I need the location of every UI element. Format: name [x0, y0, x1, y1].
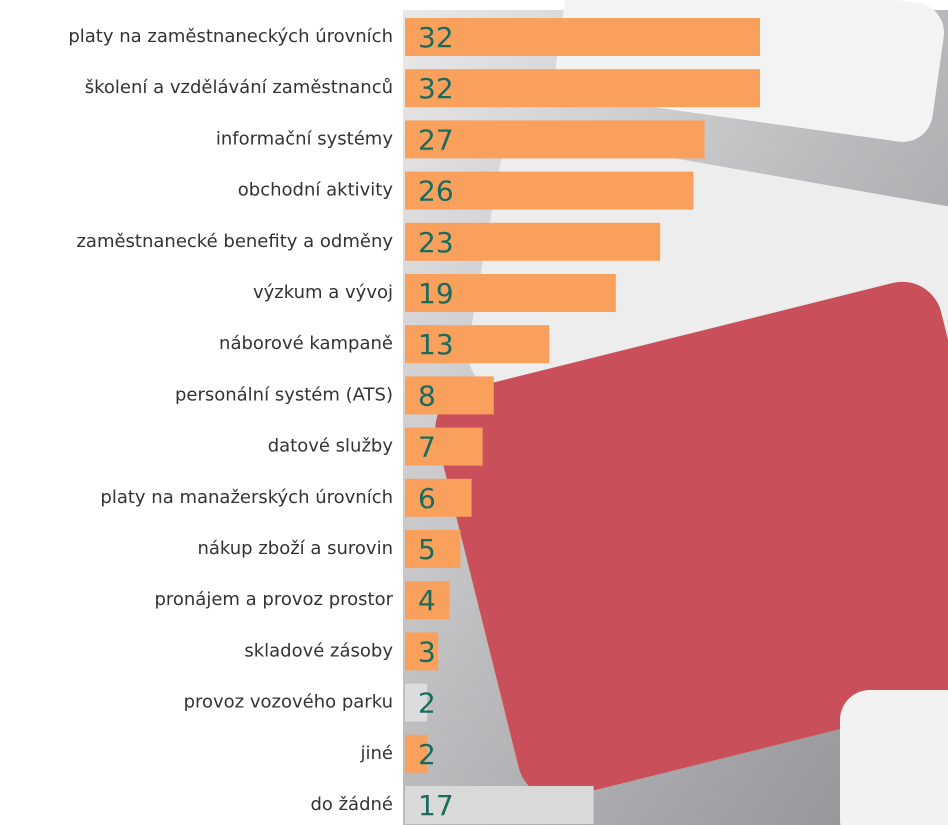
value-label: 4: [418, 584, 436, 617]
category-label: výzkum a vývoj: [253, 282, 393, 303]
category-label: informační systémy: [216, 128, 394, 149]
bar: [405, 427, 483, 466]
category-label: jiné: [360, 743, 393, 764]
value-label: 2: [418, 687, 436, 720]
value-label: 26: [418, 175, 454, 208]
category-label: platy na zaměstnaneckých úrovních: [68, 26, 393, 47]
value-label: 8: [418, 379, 436, 412]
bar: [405, 171, 694, 210]
category-label: datové služby: [268, 436, 394, 457]
category-label: personální systém (ATS): [175, 384, 393, 405]
category-label: náborové kampaně: [219, 333, 393, 354]
value-label: 17: [418, 789, 454, 822]
category-label: provoz vozového parku: [184, 692, 393, 713]
value-label: 6: [418, 482, 436, 515]
bar: [405, 632, 439, 671]
value-label: 19: [418, 277, 454, 310]
category-label: obchodní aktivity: [238, 180, 394, 201]
bar: [405, 786, 594, 824]
category-label: nákup zboží a surovin: [197, 538, 393, 559]
bar: [405, 581, 450, 620]
bar: [405, 734, 428, 773]
category-label: do žádné: [310, 794, 393, 815]
category-label: školení a vzdělávání zaměstnanců: [85, 77, 393, 98]
category-label: platy na manažerských úrovních: [100, 487, 393, 508]
bar: [405, 530, 461, 568]
value-label: 5: [418, 533, 436, 566]
value-label: 27: [418, 123, 454, 156]
value-label: 13: [418, 328, 454, 361]
bar: [405, 222, 661, 261]
value-label: 32: [418, 21, 454, 54]
value-label: 7: [418, 431, 436, 464]
bar: [405, 18, 760, 56]
value-label: 3: [418, 635, 436, 668]
value-label: 23: [418, 226, 454, 259]
bar: [405, 120, 705, 159]
bar: [405, 683, 428, 722]
bar: [405, 325, 550, 364]
value-label: 32: [418, 72, 454, 105]
bar: [405, 478, 472, 517]
bar: [405, 376, 494, 415]
category-label: pronájem a provoz prostor: [154, 589, 393, 610]
category-label: zaměstnanecké benefity a odměny: [76, 231, 393, 252]
bar: [405, 274, 616, 312]
category-label: skladové zásoby: [244, 640, 393, 661]
bar: [405, 69, 760, 108]
value-label: 2: [418, 738, 436, 771]
